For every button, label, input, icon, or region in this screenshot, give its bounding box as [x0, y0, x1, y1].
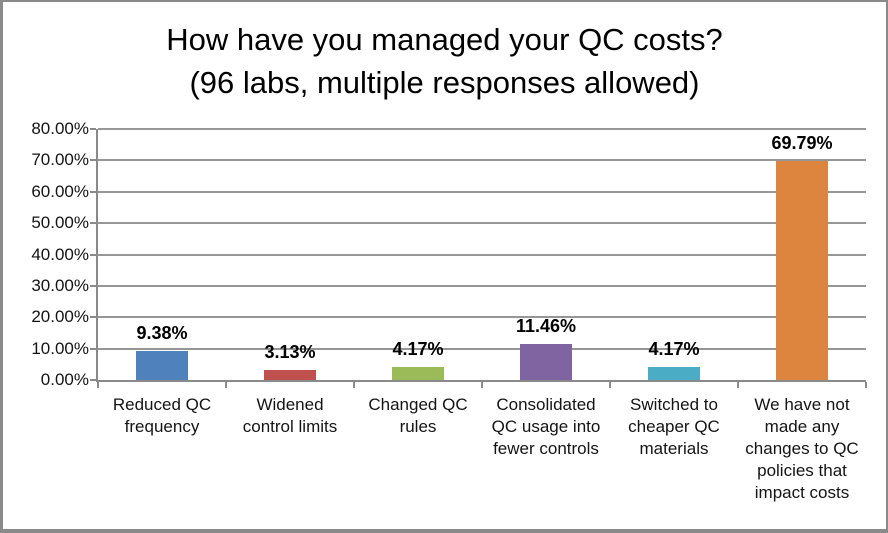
bar-column: 69.79%	[738, 129, 866, 380]
y-axis-line	[96, 129, 98, 380]
bar-value-label: 69.79%	[771, 133, 833, 153]
x-tick-mark	[609, 382, 611, 388]
bar-value-label: 11.46%	[515, 316, 577, 336]
x-tick-mark	[97, 382, 99, 388]
bar-column: 4.17%	[610, 129, 738, 380]
y-tick-label: 30.00%	[31, 275, 89, 295]
y-tick-mark	[90, 316, 96, 319]
y-tick-label: 10.00%	[31, 338, 89, 358]
chart-title: How have you managed your QC costs? (96 …	[3, 18, 886, 104]
plot-area: 9.38% 3.13% 4.17% 11.46% 4.17% 69.79%	[90, 128, 867, 388]
gridline	[98, 316, 866, 319]
y-tick-mark	[90, 347, 96, 350]
chart-title-line1: How have you managed your QC costs?	[166, 22, 723, 57]
bar-column: 11.46%	[482, 129, 610, 380]
gridline	[98, 284, 866, 287]
gridline	[98, 222, 866, 225]
bar	[776, 161, 828, 380]
category-label: Consolidated QC usage into fewer control…	[491, 395, 601, 458]
bar-value-label: 3.13%	[264, 342, 316, 362]
y-tick-label: 60.00%	[31, 181, 89, 201]
category-label: We have not made any changes to QC polic…	[745, 395, 859, 502]
bar	[392, 367, 444, 380]
y-tick-mark	[90, 253, 96, 256]
x-axis-labels: Reduced QC frequency Widened control limi…	[98, 394, 866, 504]
y-tick-mark	[90, 190, 96, 193]
gridline	[98, 347, 866, 350]
bar-value-label: 4.17%	[648, 339, 700, 359]
y-tick-mark	[90, 128, 96, 130]
y-tick-label: 20.00%	[31, 307, 89, 327]
x-axis-line	[96, 380, 866, 382]
bar	[136, 351, 188, 380]
y-tick-label: 80.00%	[31, 119, 89, 138]
bar-column: 9.38%	[98, 129, 226, 380]
bar-column: 4.17%	[354, 129, 482, 380]
bar-column: 3.13%	[226, 129, 354, 380]
y-tick-label: 50.00%	[31, 213, 89, 233]
bar	[520, 344, 572, 380]
category-label: Widened control limits	[242, 395, 338, 436]
y-tick-label: 0.00%	[40, 370, 89, 389]
y-tick-mark	[90, 284, 96, 287]
category-label: Changed QC rules	[368, 395, 468, 436]
y-tick-mark	[90, 379, 96, 381]
gridline	[98, 159, 866, 162]
y-tick-label: 40.00%	[31, 244, 89, 264]
x-tick-mark	[353, 382, 355, 388]
x-tick-mark	[225, 382, 227, 388]
x-tick-mark	[865, 382, 867, 388]
y-axis-labels: 0.00% 10.00% 20.00% 30.00% 40.00% 50.00% 60.00…	[3, 119, 89, 389]
bar-value-label: 4.17%	[392, 339, 444, 359]
category-label: Reduced QC frequency	[112, 395, 212, 436]
chart-title-line2: (96 labs, multiple responses allowed)	[189, 65, 700, 100]
y-tick-mark	[90, 159, 96, 162]
bar	[264, 370, 316, 380]
category-label: Switched to cheaper QC materials	[628, 395, 720, 458]
gridline	[98, 253, 866, 256]
y-tick-mark	[90, 222, 96, 225]
gridline	[98, 190, 866, 193]
x-tick-mark	[481, 382, 483, 388]
bar	[648, 367, 700, 380]
x-tick-mark	[737, 382, 739, 388]
y-tick-label: 70.00%	[31, 150, 89, 170]
gridline	[98, 128, 866, 130]
bar-value-label: 9.38%	[136, 323, 188, 343]
